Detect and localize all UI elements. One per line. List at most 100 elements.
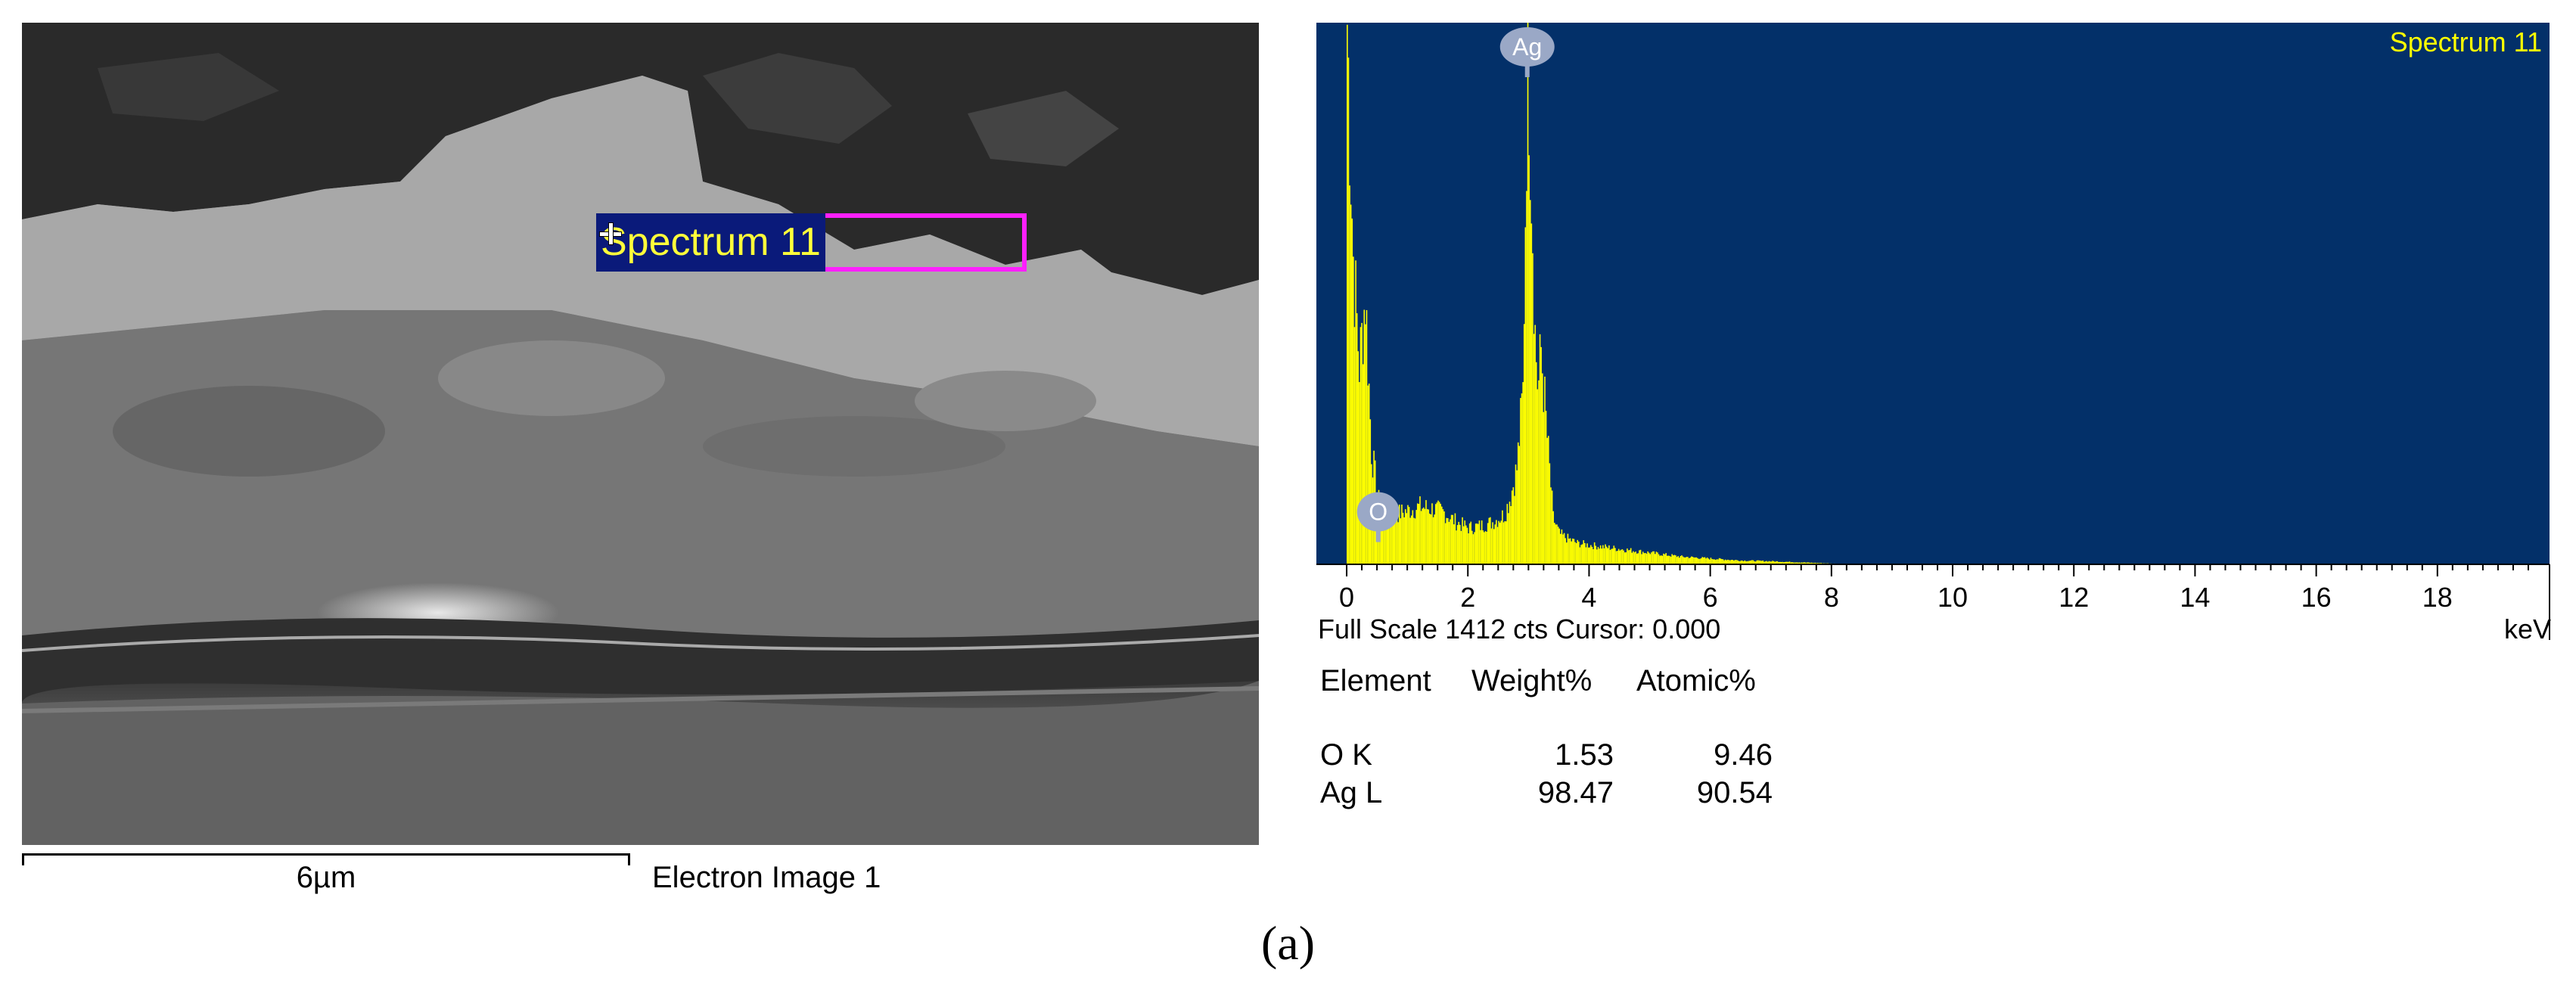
- spectrum-bar: [1797, 562, 1799, 564]
- spectrum-bar: [1798, 562, 1801, 564]
- spectrum-bar: [1478, 523, 1479, 564]
- spectrum-bar: [1597, 547, 1599, 564]
- spectrum-bar: [1520, 398, 1521, 564]
- spectrum-bar: [1736, 560, 1739, 564]
- spectrum-bar: [1347, 57, 1350, 565]
- spectrum-bar: [1569, 538, 1571, 564]
- spectrum-bar: [1480, 530, 1481, 564]
- spectrum-bar: [1692, 556, 1694, 564]
- spectrum-bar: [1447, 518, 1449, 564]
- spectrum-bar: [1496, 527, 1499, 564]
- spectrum-bar: [1756, 560, 1758, 564]
- spectrum-bar: [1614, 548, 1616, 564]
- spectrum-bar: [1436, 502, 1438, 564]
- spectrum-bar: [1456, 525, 1459, 564]
- spectrum-bar: [1398, 505, 1400, 564]
- spectrum-bar: [1664, 554, 1666, 564]
- spectrum-bar: [1742, 561, 1745, 564]
- spectrum-bar: [1347, 24, 1348, 564]
- spectrum-bar: [1516, 470, 1518, 564]
- spectrum-bar: [1387, 522, 1390, 564]
- spectrum-bar: [1577, 539, 1579, 564]
- spectrum-bar: [1784, 561, 1785, 564]
- spectrum-bar: [1509, 502, 1511, 564]
- spectrum-bar: [1627, 550, 1630, 564]
- spectrum-bar: [1537, 389, 1539, 564]
- spectrum-bar: [1490, 517, 1491, 564]
- spectrum-bar: [1403, 517, 1405, 564]
- row-element: Ag L: [1320, 776, 1383, 809]
- spectrum-bar: [1623, 550, 1624, 564]
- spectrum-bar: [1807, 562, 1809, 564]
- spectrum-bar: [1660, 555, 1662, 564]
- spectrum-bar: [1779, 561, 1781, 564]
- spectrum-bar: [1450, 519, 1451, 564]
- spectrum-bar: [1404, 509, 1406, 564]
- spectrum-bar: [1742, 561, 1743, 564]
- spectrum-bar: [1395, 517, 1397, 564]
- spectrum-bar: [1677, 556, 1679, 564]
- spectrum-bar: [1691, 556, 1692, 564]
- spectrum-bar: [1684, 557, 1686, 564]
- spectrum-bar: [1391, 520, 1393, 564]
- col-header-atomic: Atomic%: [1636, 664, 1756, 697]
- spectrum-bar: [1510, 505, 1512, 564]
- spectrum-bar: [1636, 553, 1638, 564]
- spectrum-bar: [1744, 560, 1746, 564]
- spectrum-bar: [1641, 554, 1642, 564]
- spectrum-bar: [1502, 510, 1503, 564]
- spectrum-bar: [1476, 523, 1478, 564]
- spectrum-bar: [1698, 558, 1700, 564]
- spectrum-bar: [1573, 539, 1575, 564]
- spectrum-bar: [1587, 547, 1589, 564]
- spectrum-bar: [1487, 523, 1489, 564]
- spectrum-bar: [1565, 538, 1567, 564]
- spectrum-bar: [1695, 557, 1698, 564]
- spectrum-bar: [1802, 562, 1804, 564]
- spectrum-bar: [1493, 529, 1495, 564]
- spectrum-bar: [1770, 561, 1771, 564]
- spectrum-bar: [1750, 560, 1752, 564]
- spectrum-bar: [1590, 545, 1592, 564]
- spectrum-bar: [1760, 561, 1761, 564]
- spectrum-bar: [1359, 327, 1362, 564]
- peak-marker-o[interactable]: [1356, 492, 1400, 532]
- spectrum-bar: [1406, 513, 1408, 564]
- peak-marker-ag[interactable]: [1499, 27, 1555, 67]
- spectrum-bar: [1665, 553, 1667, 564]
- spectrum-bar: [1699, 558, 1701, 564]
- spectrum-bar: [1419, 496, 1421, 564]
- chart-title: Spectrum 11: [2390, 26, 2542, 57]
- spectrum-bar: [1675, 555, 1676, 564]
- spectrum-bar: [1547, 436, 1549, 564]
- spectrum-bar: [1357, 351, 1359, 564]
- spectrum-bar: [1603, 548, 1605, 564]
- spectrum-bar: [1505, 521, 1507, 564]
- spectrum-bar: [1522, 382, 1524, 564]
- spectrum-bar: [1639, 549, 1642, 564]
- spectrum-bar: [1361, 322, 1363, 564]
- x-tick-label: 16: [2301, 582, 2332, 613]
- spectrum-bar: [1780, 561, 1782, 564]
- spectrum-bar: [1460, 530, 1462, 564]
- spectrum-bar: [1517, 442, 1519, 564]
- spectrum-bar: [1661, 555, 1664, 564]
- spectrum-bar: [1526, 191, 1527, 564]
- spectrum-bar: [1420, 511, 1422, 564]
- spectrum-bar: [1400, 518, 1402, 564]
- spectrum-bar: [1715, 560, 1717, 564]
- spectrum-bar: [1746, 561, 1748, 564]
- spectrum-bar: [1529, 200, 1531, 564]
- spectrum-bar: [1703, 557, 1704, 564]
- spectrum-bar: [1624, 552, 1626, 564]
- spectrum-bar: [1652, 551, 1654, 564]
- spectrum-bar: [1738, 561, 1740, 564]
- spectrum-bar: [1583, 540, 1585, 564]
- row-weight: 98.47: [1537, 776, 1614, 809]
- spectrum-bar: [1785, 561, 1787, 564]
- spectrum-bar: [1407, 505, 1409, 564]
- spectrum-bar: [1723, 560, 1725, 564]
- row-atomic: 90.54: [1696, 776, 1773, 809]
- spectrum-bar: [1383, 523, 1384, 564]
- x-tick-label: 14: [2180, 582, 2210, 613]
